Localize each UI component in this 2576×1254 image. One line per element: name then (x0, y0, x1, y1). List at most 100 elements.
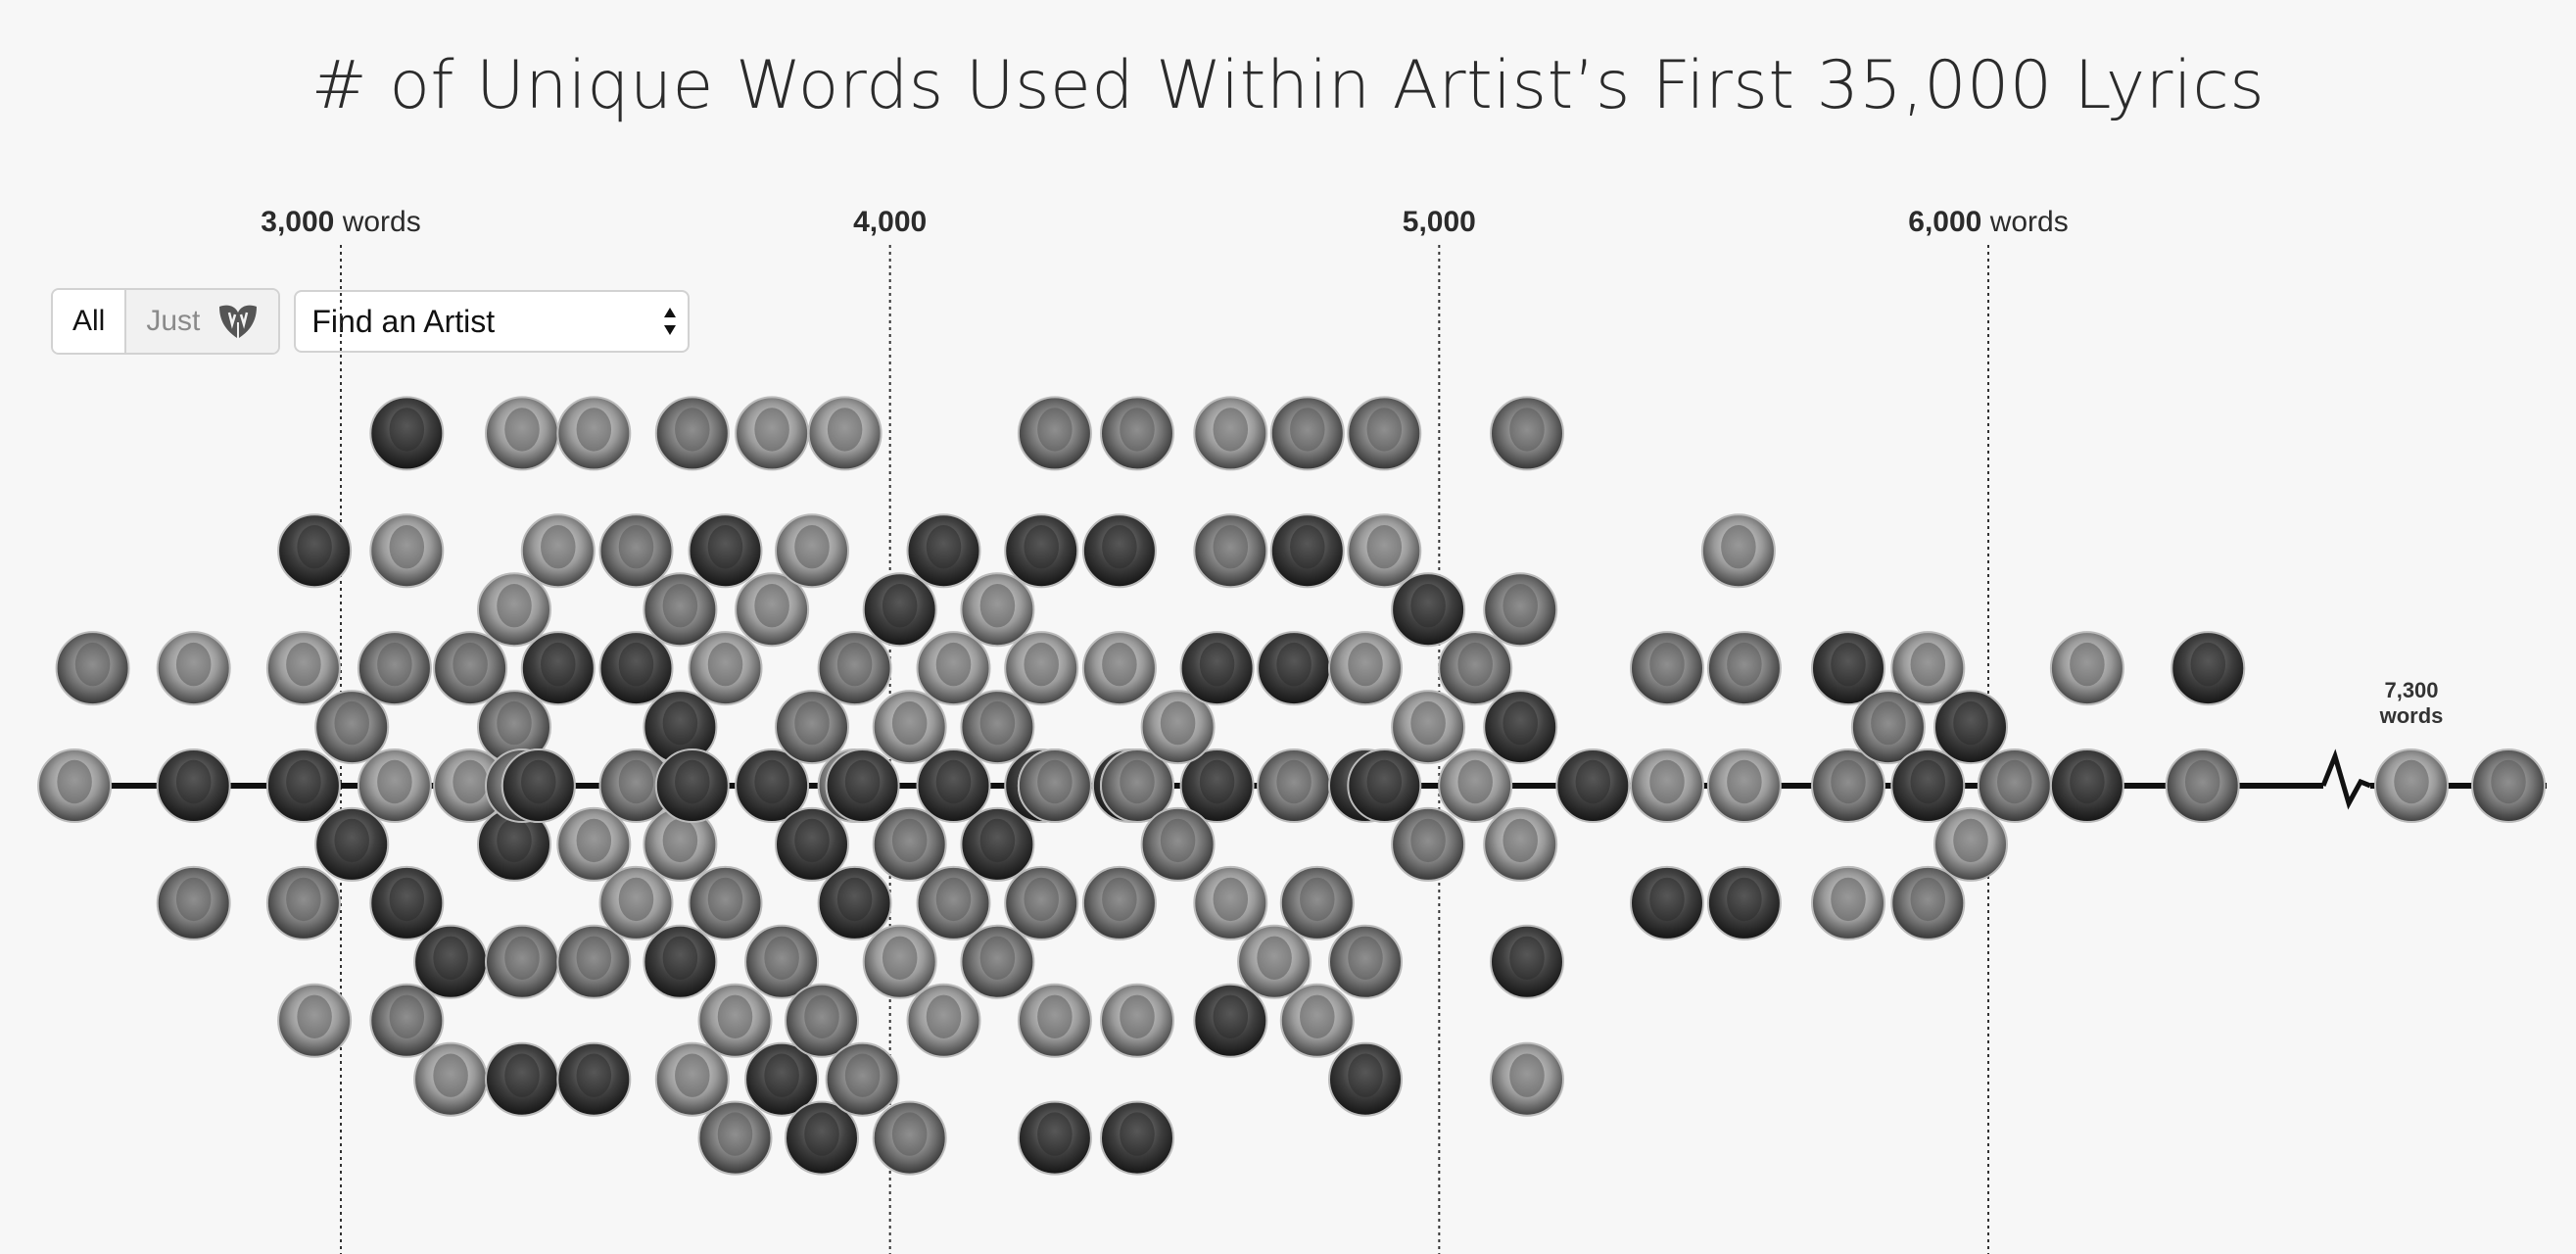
artist-bubble[interactable] (1438, 748, 1513, 823)
artist-bubble[interactable] (156, 748, 231, 823)
artist-bubble[interactable] (688, 631, 763, 706)
artist-bubble[interactable] (775, 690, 849, 765)
artist-bubble[interactable] (960, 806, 1035, 882)
artist-bubble[interactable] (1850, 690, 1926, 765)
artist-bubble[interactable] (277, 513, 353, 589)
artist-bubble[interactable] (501, 748, 576, 823)
artist-bubble[interactable] (775, 806, 849, 882)
artist-bubble[interactable] (1933, 806, 2008, 882)
artist-bubble[interactable] (369, 865, 445, 940)
artist-bubble[interactable] (744, 924, 820, 999)
artist-bubble[interactable] (1279, 983, 1355, 1058)
artist-bubble[interactable] (556, 924, 632, 999)
artist-bubble[interactable] (1328, 631, 1403, 706)
artist-bubble[interactable] (1490, 1041, 1564, 1117)
artist-bubble[interactable] (688, 865, 763, 940)
artist-bubble[interactable] (1630, 748, 1704, 823)
artist-bubble[interactable] (1004, 513, 1079, 589)
artist-bubble[interactable] (156, 865, 231, 940)
artist-bubble[interactable] (1269, 513, 1345, 589)
artist-bubble[interactable] (862, 572, 937, 648)
artist-bubble[interactable] (1100, 1100, 1174, 1176)
artist-bubble[interactable] (872, 806, 947, 882)
artist-bubble[interactable] (906, 983, 981, 1058)
artist-bubble[interactable] (643, 572, 718, 648)
artist-bubble[interactable] (1811, 748, 1885, 823)
artist-bubble[interactable] (1706, 865, 1782, 940)
artist-bubble[interactable] (2374, 748, 2449, 823)
artist-bubble[interactable] (960, 572, 1035, 648)
artist-bubble[interactable] (556, 1041, 632, 1117)
artist-bubble[interactable] (1490, 924, 1564, 999)
artist-bubble[interactable] (1483, 572, 1558, 648)
artist-bubble[interactable] (1890, 865, 1966, 940)
artist-bubble[interactable] (433, 748, 508, 823)
artist-bubble[interactable] (807, 396, 883, 471)
artist-bubble[interactable] (598, 748, 674, 823)
artist-bubble[interactable] (1977, 748, 2052, 823)
artist-bubble[interactable] (1630, 865, 1704, 940)
artist-bubble[interactable] (1017, 1100, 1092, 1176)
artist-bubble[interactable] (735, 572, 810, 648)
artist-bubble[interactable] (916, 865, 991, 940)
artist-bubble[interactable] (1017, 748, 1092, 823)
artist-bubble[interactable] (265, 865, 341, 940)
filter-all-button[interactable]: All (53, 290, 127, 353)
artist-bubble[interactable] (1483, 806, 1558, 882)
artist-bubble[interactable] (1700, 513, 1776, 589)
artist-bubble[interactable] (1483, 690, 1558, 765)
artist-bubble[interactable] (485, 396, 559, 471)
artist-bubble[interactable] (1081, 865, 1157, 940)
artist-bubble[interactable] (1004, 631, 1079, 706)
artist-bubble[interactable] (916, 631, 991, 706)
artist-bubble[interactable] (1269, 396, 1345, 471)
artist-bubble[interactable] (1347, 748, 1422, 823)
artist-bubble[interactable] (1811, 631, 1885, 706)
artist-bubble[interactable] (872, 690, 947, 765)
artist-bubble[interactable] (1890, 748, 1966, 823)
artist-bubble[interactable] (265, 748, 341, 823)
artist-bubble[interactable] (1017, 396, 1092, 471)
artist-bubble[interactable] (697, 1100, 773, 1176)
artist-bubble[interactable] (1555, 748, 1631, 823)
artist-bubble[interactable] (156, 631, 231, 706)
artist-bubble[interactable] (1391, 806, 1466, 882)
artist-bubble[interactable] (744, 1041, 820, 1117)
artist-bubble[interactable] (413, 1041, 489, 1117)
artist-bubble[interactable] (697, 983, 773, 1058)
artist-bubble[interactable] (357, 748, 432, 823)
artist-bubble[interactable] (817, 631, 892, 706)
artist-bubble[interactable] (1140, 690, 1216, 765)
artist-bubble[interactable] (735, 396, 810, 471)
artist-bubble[interactable] (785, 983, 859, 1058)
artist-bubble[interactable] (960, 924, 1035, 999)
artist-bubble[interactable] (654, 748, 730, 823)
artist-bubble[interactable] (598, 865, 674, 940)
artist-bubble[interactable] (265, 631, 341, 706)
artist-bubble[interactable] (2471, 748, 2546, 823)
artist-bubble[interactable] (1179, 748, 1255, 823)
artist-bubble[interactable] (1193, 865, 1268, 940)
artist-bubble[interactable] (1279, 865, 1355, 940)
artist-bubble[interactable] (1140, 806, 1216, 882)
artist-bubble[interactable] (477, 690, 551, 765)
artist-bubble[interactable] (2049, 748, 2124, 823)
artist-bubble[interactable] (556, 806, 632, 882)
artist-bubble[interactable] (2171, 631, 2246, 706)
artist-bubble[interactable] (872, 1100, 947, 1176)
artist-bubble[interactable] (688, 513, 763, 589)
artist-bubble[interactable] (1257, 631, 1332, 706)
artist-bubble[interactable] (477, 572, 551, 648)
artist-bubble[interactable] (1706, 748, 1782, 823)
artist-bubble[interactable] (277, 983, 353, 1058)
artist-bubble[interactable] (825, 748, 900, 823)
artist-bubble[interactable] (357, 631, 432, 706)
artist-bubble[interactable] (1100, 396, 1174, 471)
artist-bubble[interactable] (1257, 748, 1332, 823)
artist-bubble[interactable] (1811, 865, 1885, 940)
artist-bubble[interactable] (1933, 690, 2008, 765)
artist-bubble[interactable] (369, 396, 445, 471)
artist-bubble[interactable] (1193, 513, 1268, 589)
artist-bubble[interactable] (785, 1100, 859, 1176)
artist-search-select[interactable]: Find an Artist (294, 290, 691, 353)
